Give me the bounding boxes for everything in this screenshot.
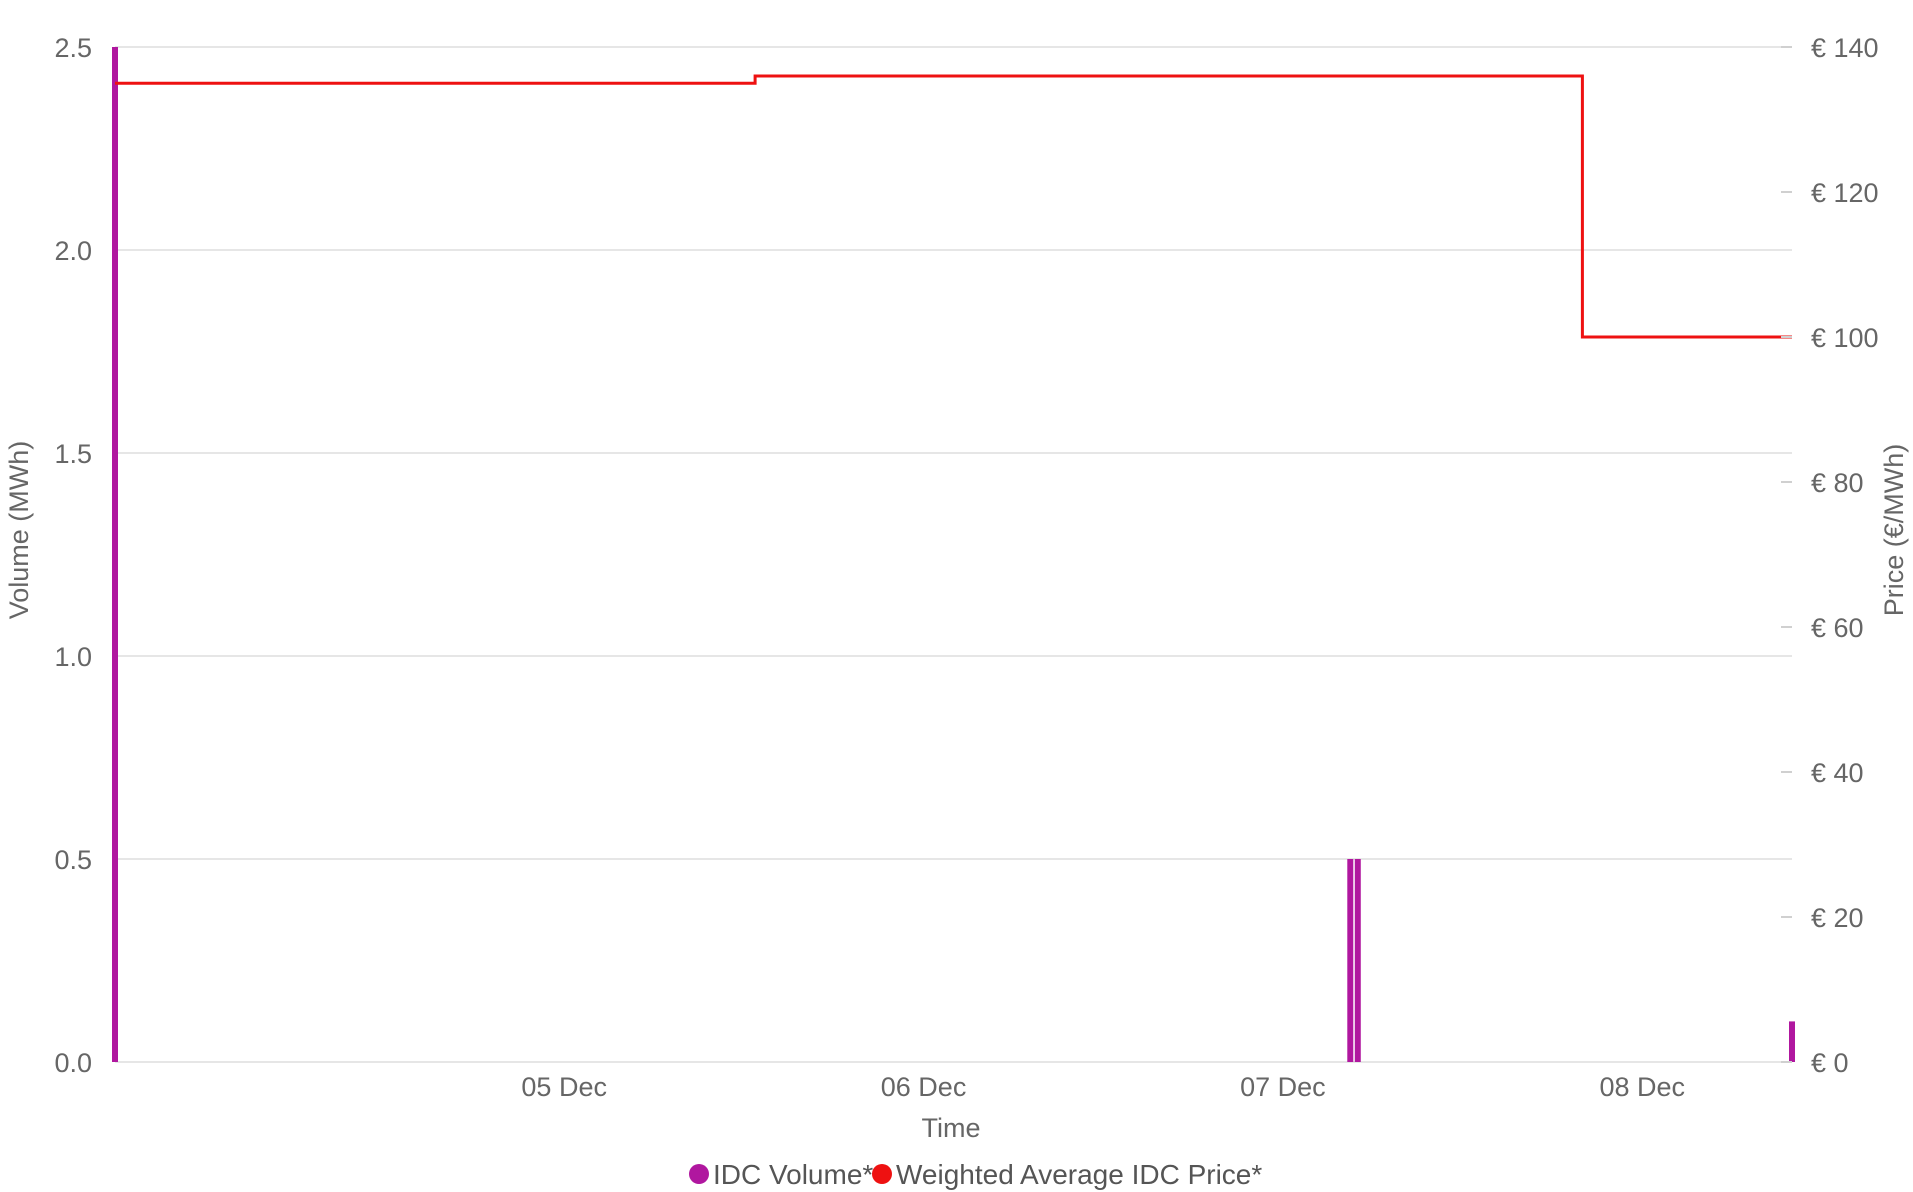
- x-tick-label: 06 Dec: [881, 1072, 967, 1102]
- legend-label-volume: IDC Volume*: [713, 1159, 873, 1190]
- left-axis-title: Volume (MWh): [4, 441, 34, 620]
- right-axis: € 0 € 20 € 40 € 60 € 80 € 100 € 120 € 140: [1781, 33, 1879, 1078]
- right-tick-label: € 40: [1811, 758, 1864, 788]
- legend: IDC Volume* Weighted Average IDC Price*: [689, 1159, 1262, 1190]
- legend-item-price[interactable]: Weighted Average IDC Price*: [872, 1159, 1262, 1190]
- volume-bar[interactable]: [112, 47, 118, 1062]
- volume-bar[interactable]: [1347, 859, 1354, 1062]
- right-tick-label: € 140: [1811, 33, 1879, 63]
- left-axis: 0.0 0.5 1.0 1.5 2.0 2.5: [54, 33, 92, 1078]
- legend-swatch-price: [872, 1164, 892, 1184]
- right-tick-label: € 80: [1811, 468, 1864, 498]
- right-tick-label: € 20: [1811, 903, 1864, 933]
- left-tick-label: 2.0: [54, 236, 92, 266]
- right-tick-label: € 120: [1811, 178, 1879, 208]
- x-tick-label: 07 Dec: [1240, 1072, 1326, 1102]
- x-tick-label: 05 Dec: [521, 1072, 607, 1102]
- x-axis-title: Time: [922, 1113, 981, 1143]
- right-tick-label: € 60: [1811, 613, 1864, 643]
- legend-swatch-volume: [689, 1164, 709, 1184]
- right-tick-label: € 0: [1811, 1048, 1849, 1078]
- price-series-line[interactable]: [115, 74, 1792, 339]
- left-tick-label: 2.5: [54, 33, 92, 63]
- left-tick-label: 1.0: [54, 642, 92, 672]
- x-axis: 05 Dec 06 Dec 07 Dec 08 Dec: [521, 1072, 1685, 1102]
- volume-bars: [112, 47, 1795, 1062]
- x-tick-label: 08 Dec: [1599, 1072, 1685, 1102]
- volume-bar[interactable]: [1354, 859, 1361, 1062]
- left-tick-label: 1.5: [54, 439, 92, 469]
- price-line-layer: [115, 74, 1792, 339]
- volume-bar[interactable]: [1789, 1021, 1795, 1062]
- legend-label-price: Weighted Average IDC Price*: [896, 1159, 1262, 1190]
- left-tick-label: 0.5: [54, 845, 92, 875]
- left-tick-label: 0.0: [54, 1048, 92, 1078]
- right-axis-title: Price (€/MWh): [1879, 444, 1909, 617]
- right-tick-label: € 100: [1811, 323, 1879, 353]
- legend-item-volume[interactable]: IDC Volume*: [689, 1159, 873, 1190]
- grid: [115, 46, 1792, 1063]
